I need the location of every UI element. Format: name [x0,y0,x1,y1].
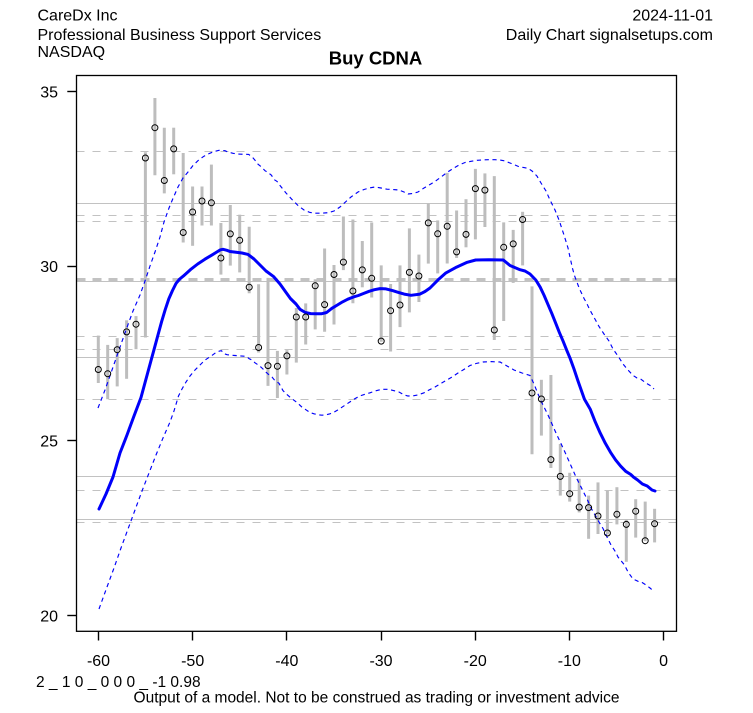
svg-text:-10: -10 [558,653,581,670]
svg-text:0: 0 [659,653,668,670]
svg-text:Output of a model. Not to be c: Output of a model. Not to be construed a… [134,689,620,706]
svg-text:-60: -60 [87,653,110,670]
svg-text:30: 30 [40,259,58,276]
svg-text:2 _ 1 0 _ 0 0 0 _ -1 0.98: 2 _ 1 0 _ 0 0 0 _ -1 0.98 [36,674,201,691]
svg-text:-50: -50 [181,653,204,670]
svg-text:CareDx Inc: CareDx Inc [38,8,118,25]
svg-text:-20: -20 [464,653,487,670]
svg-text:-40: -40 [275,653,298,670]
svg-text:Buy CDNA: Buy CDNA [329,47,423,68]
svg-text:-30: -30 [369,653,392,670]
svg-text:35: 35 [40,84,58,101]
svg-text:Professional Business Support: Professional Business Support Services [38,27,322,44]
svg-text:20: 20 [40,608,58,625]
svg-text:25: 25 [40,434,58,451]
svg-text:Daily Chart signalsetups.com: Daily Chart signalsetups.com [506,27,713,44]
svg-text:2024-11-01: 2024-11-01 [632,8,713,25]
svg-text:NASDAQ: NASDAQ [38,44,106,61]
